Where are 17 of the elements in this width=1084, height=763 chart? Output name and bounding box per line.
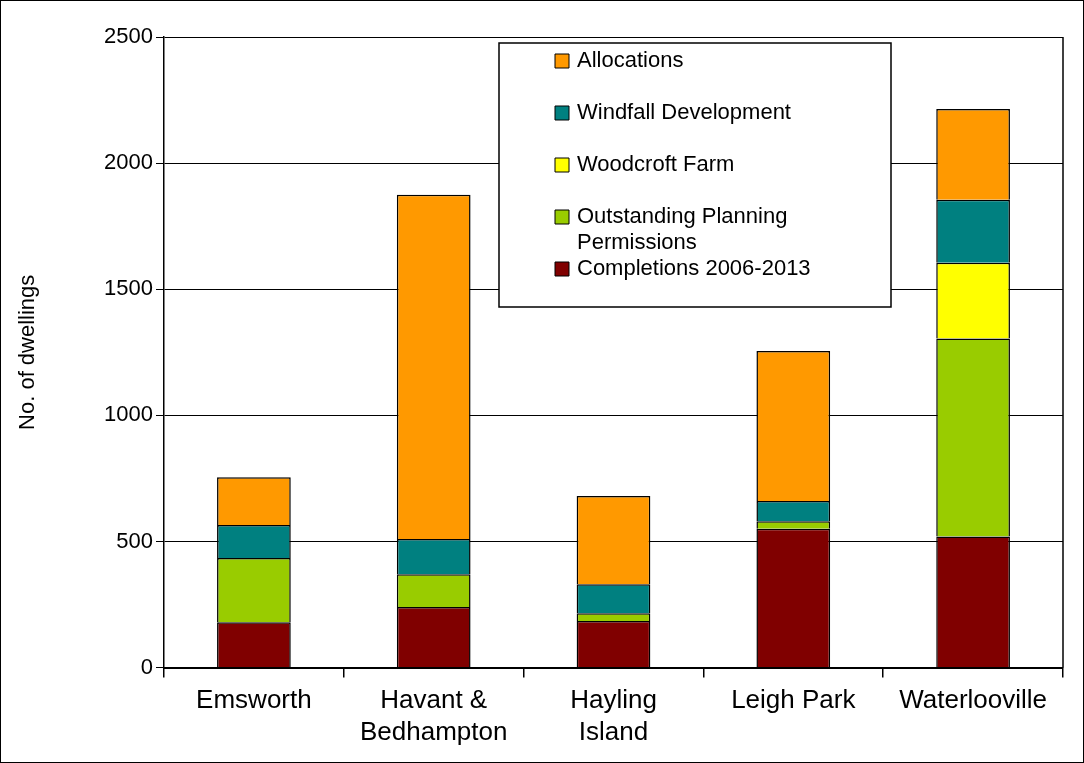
legend-label: Woodcroft Farm: [577, 151, 735, 177]
y-axis-title: No. of dwellings: [14, 274, 40, 430]
legend-label: Outstanding Planning Permissions: [577, 203, 788, 255]
legend-label: Allocations: [577, 47, 684, 73]
x-tick-label: Emsworth: [196, 684, 312, 715]
y-tick-label: 2000: [104, 149, 153, 175]
y-tick-label: 0: [140, 653, 153, 679]
x-tick-label: Leigh Park: [731, 684, 857, 715]
x-tick-label: Hayling Island: [570, 684, 657, 746]
y-tick-label: 2500: [104, 23, 153, 49]
legend-label: Windfall Development: [577, 99, 791, 125]
x-tick-label: Waterlooville: [899, 684, 1048, 715]
y-tick-label: 1500: [104, 275, 153, 301]
y-tick-label: 1000: [104, 401, 153, 427]
x-tick-label: Havant & Bedhampton: [359, 684, 508, 746]
legend-label: Completions 2006-2013: [577, 255, 811, 281]
y-tick-label: 500: [116, 527, 153, 553]
